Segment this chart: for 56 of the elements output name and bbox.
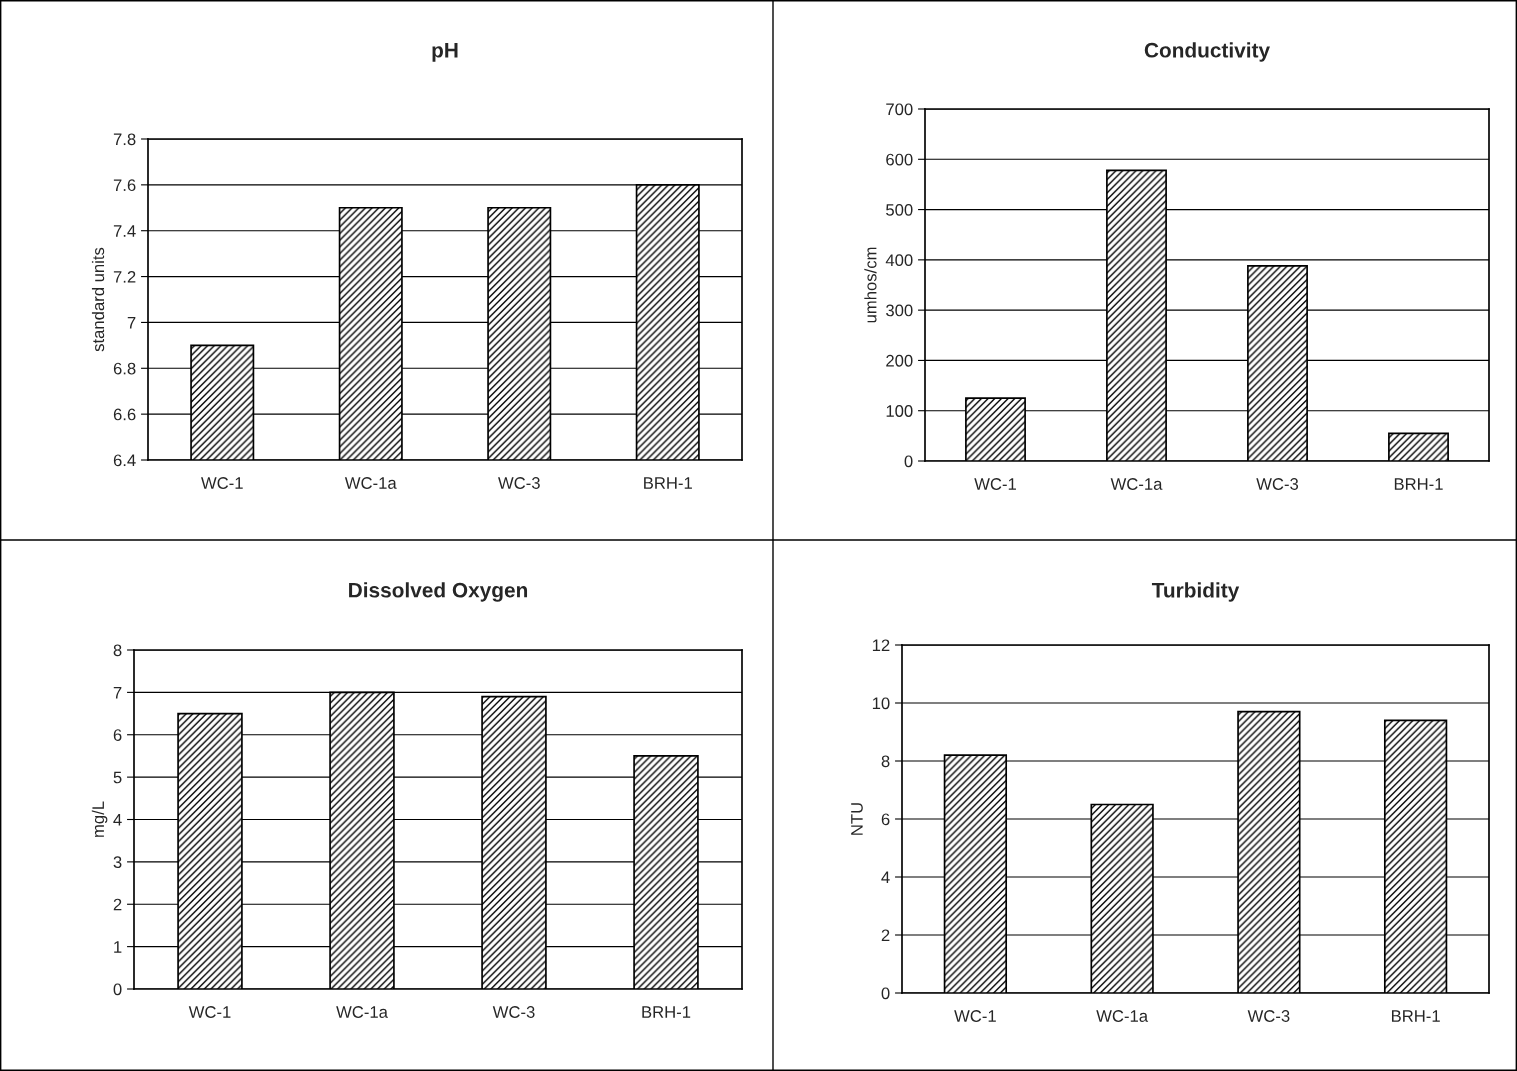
x-tick-label: WC-1a: [336, 1006, 388, 1018]
y-tick-label: 4: [113, 814, 122, 826]
y-axis-title: NTU: [851, 803, 863, 835]
x-tick-label: BRH-1: [1394, 478, 1443, 490]
y-axis-title: mg/L: [91, 801, 108, 837]
y-tick-label: 7: [113, 686, 122, 699]
x-tick-label: BRH-1: [1391, 1010, 1440, 1022]
y-tick-label: 7.4: [113, 225, 136, 237]
y-tick-label: 6.8: [113, 362, 136, 375]
y-tick-label: 7.8: [113, 133, 136, 146]
y-tick-label: 7: [127, 317, 136, 329]
x-tick-label: WC-3: [1256, 478, 1299, 490]
y-axis-title: standard units: [91, 247, 105, 352]
y-tick-label: 7.6: [113, 179, 136, 192]
x-tick-label: WC-1: [954, 1010, 996, 1022]
y-tick-label: 3: [113, 856, 122, 869]
x-tick-label: WC-1: [188, 1006, 231, 1018]
x-tick-label: WC-1: [974, 478, 1016, 490]
chart-title: Conductivity: [1144, 42, 1270, 62]
y-tick-label: 100: [886, 405, 913, 417]
y-tick-label: 8: [881, 755, 890, 768]
y-tick-label: 7.2: [113, 270, 136, 283]
y-tick-label: 10: [872, 697, 890, 710]
y-tick-label: 4: [881, 871, 890, 884]
y-tick-label: 2: [113, 898, 122, 911]
y-tick-label: 12: [872, 639, 890, 652]
y-tick-label: 5: [113, 771, 122, 784]
y-tick-label: 300: [886, 304, 913, 317]
x-tick-label: BRH-1: [642, 1006, 691, 1018]
y-tick-label: 700: [886, 103, 913, 116]
x-tick-label: BRH-1: [644, 477, 692, 489]
y-tick-label: 400: [885, 254, 913, 267]
y-tick-label: 6: [113, 729, 122, 741]
chart-title: pH: [432, 43, 458, 62]
y-tick-label: 6: [881, 813, 890, 826]
y-tick-label: 1: [114, 941, 122, 953]
x-tick-label: WC-3: [1247, 1010, 1290, 1022]
y-tick-label: 600: [886, 153, 913, 166]
chart-title: Dissolved Oxygen: [349, 582, 528, 602]
y-tick-label: 0: [881, 987, 890, 1000]
chart-title: Turbidity: [1151, 582, 1240, 602]
x-tick-label: WC-3: [492, 1006, 535, 1018]
y-tick-label: 6.4: [113, 454, 136, 467]
y-tick-label: 6.6: [113, 408, 136, 421]
y-tick-label: 2: [881, 929, 890, 942]
x-tick-label: WC-1a: [344, 477, 397, 489]
y-tick-label: 0: [904, 455, 913, 468]
y-tick-label: 0: [113, 983, 122, 996]
x-tick-label: WC-3: [498, 477, 540, 489]
x-tick-label: WC-1: [201, 477, 243, 489]
y-axis-title: umhos/cm: [864, 247, 877, 323]
x-tick-label: WC-1a: [1110, 478, 1163, 490]
y-tick-label: 500: [886, 203, 913, 216]
x-tick-label: WC-1a: [1096, 1010, 1149, 1022]
y-tick-label: 200: [886, 354, 913, 367]
y-tick-label: 8: [113, 644, 122, 657]
